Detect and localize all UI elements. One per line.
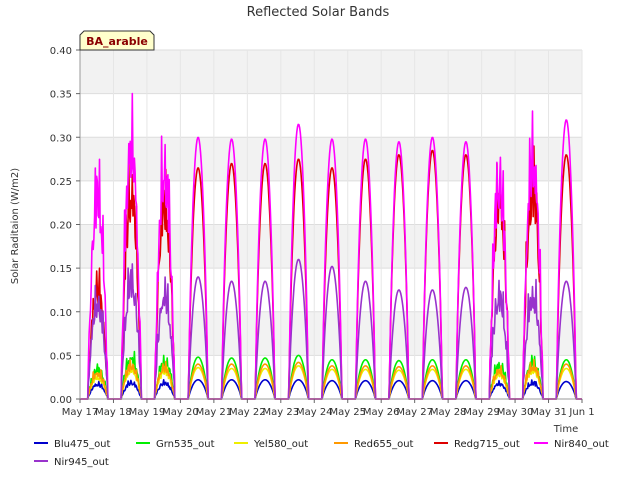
x-tick-label: May 28 (430, 407, 467, 418)
x-tick-label: May 21 (196, 407, 233, 418)
y-tick-label: 0.20 (50, 221, 72, 232)
series-layer (79, 92, 583, 400)
x-tick-label: May 22 (229, 407, 266, 418)
x-tick-label: May 18 (95, 407, 132, 418)
legend-label: Redg715_out (454, 439, 520, 450)
y-tick-label: 0.15 (50, 264, 72, 275)
plot-band (80, 311, 582, 356)
y-tick-label: 0.35 (50, 90, 72, 101)
x-tick-label: May 24 (296, 407, 333, 418)
y-tick-label: 0.05 (50, 351, 72, 362)
y-tick-label: 0.25 (50, 177, 72, 188)
x-tick-label: May 26 (363, 407, 400, 418)
x-tick-label: Jun 1 (568, 407, 594, 418)
y-tick-label: 0.30 (50, 133, 72, 144)
axes: 0.00 0.05 0.10 0.15 0.20 0.25 0.30 0.35 0.40 May … (50, 46, 595, 418)
plot-band (80, 50, 582, 94)
x-tick-label: May 17 (62, 407, 99, 418)
series-line-nir840_out (79, 92, 583, 400)
x-tick-label: May 25 (329, 407, 366, 418)
legend-label: Red655_out (354, 439, 414, 450)
series-line-nir945_out (79, 258, 583, 400)
x-tick-label: May 31 (530, 407, 567, 418)
site-badge: BA_arable (79, 30, 155, 51)
legend-label: Nir840_out (554, 439, 609, 450)
x-tick-label: May 27 (396, 407, 433, 418)
chart-title: Reflected Solar Bands (247, 5, 390, 20)
legend-label: Blu475_out (54, 439, 111, 450)
site-badge-box (79, 30, 155, 51)
series-line-red655_out (79, 358, 583, 400)
x-axis-title: Time (553, 424, 578, 435)
legend-label: Nir945_out (54, 457, 109, 468)
x-tick-label: May 20 (162, 407, 199, 418)
plot-band (80, 93, 582, 138)
y-tick-label: 0.00 (50, 395, 72, 406)
y-tick-label: 0.10 (50, 308, 72, 319)
x-tick-label: May 30 (497, 407, 534, 418)
x-tick-label: May 29 (463, 407, 500, 418)
x-tick-label: May 23 (263, 407, 300, 418)
x-tick-label: May 19 (129, 407, 166, 418)
y-tick-label: 0.40 (50, 46, 72, 57)
legend-label: Grn535_out (156, 439, 215, 450)
site-badge-label: BA_arable (86, 35, 148, 48)
series-line-blu475_out (79, 379, 583, 400)
plot-band (80, 224, 582, 269)
legend: Blu475_out Grn535_out Yel580_out Red655_out… (34, 439, 609, 468)
plot-band (80, 180, 582, 225)
y-axis-title: Solar Raditaion (W/m2) (10, 168, 21, 284)
legend-label: Yel580_out (253, 439, 308, 450)
